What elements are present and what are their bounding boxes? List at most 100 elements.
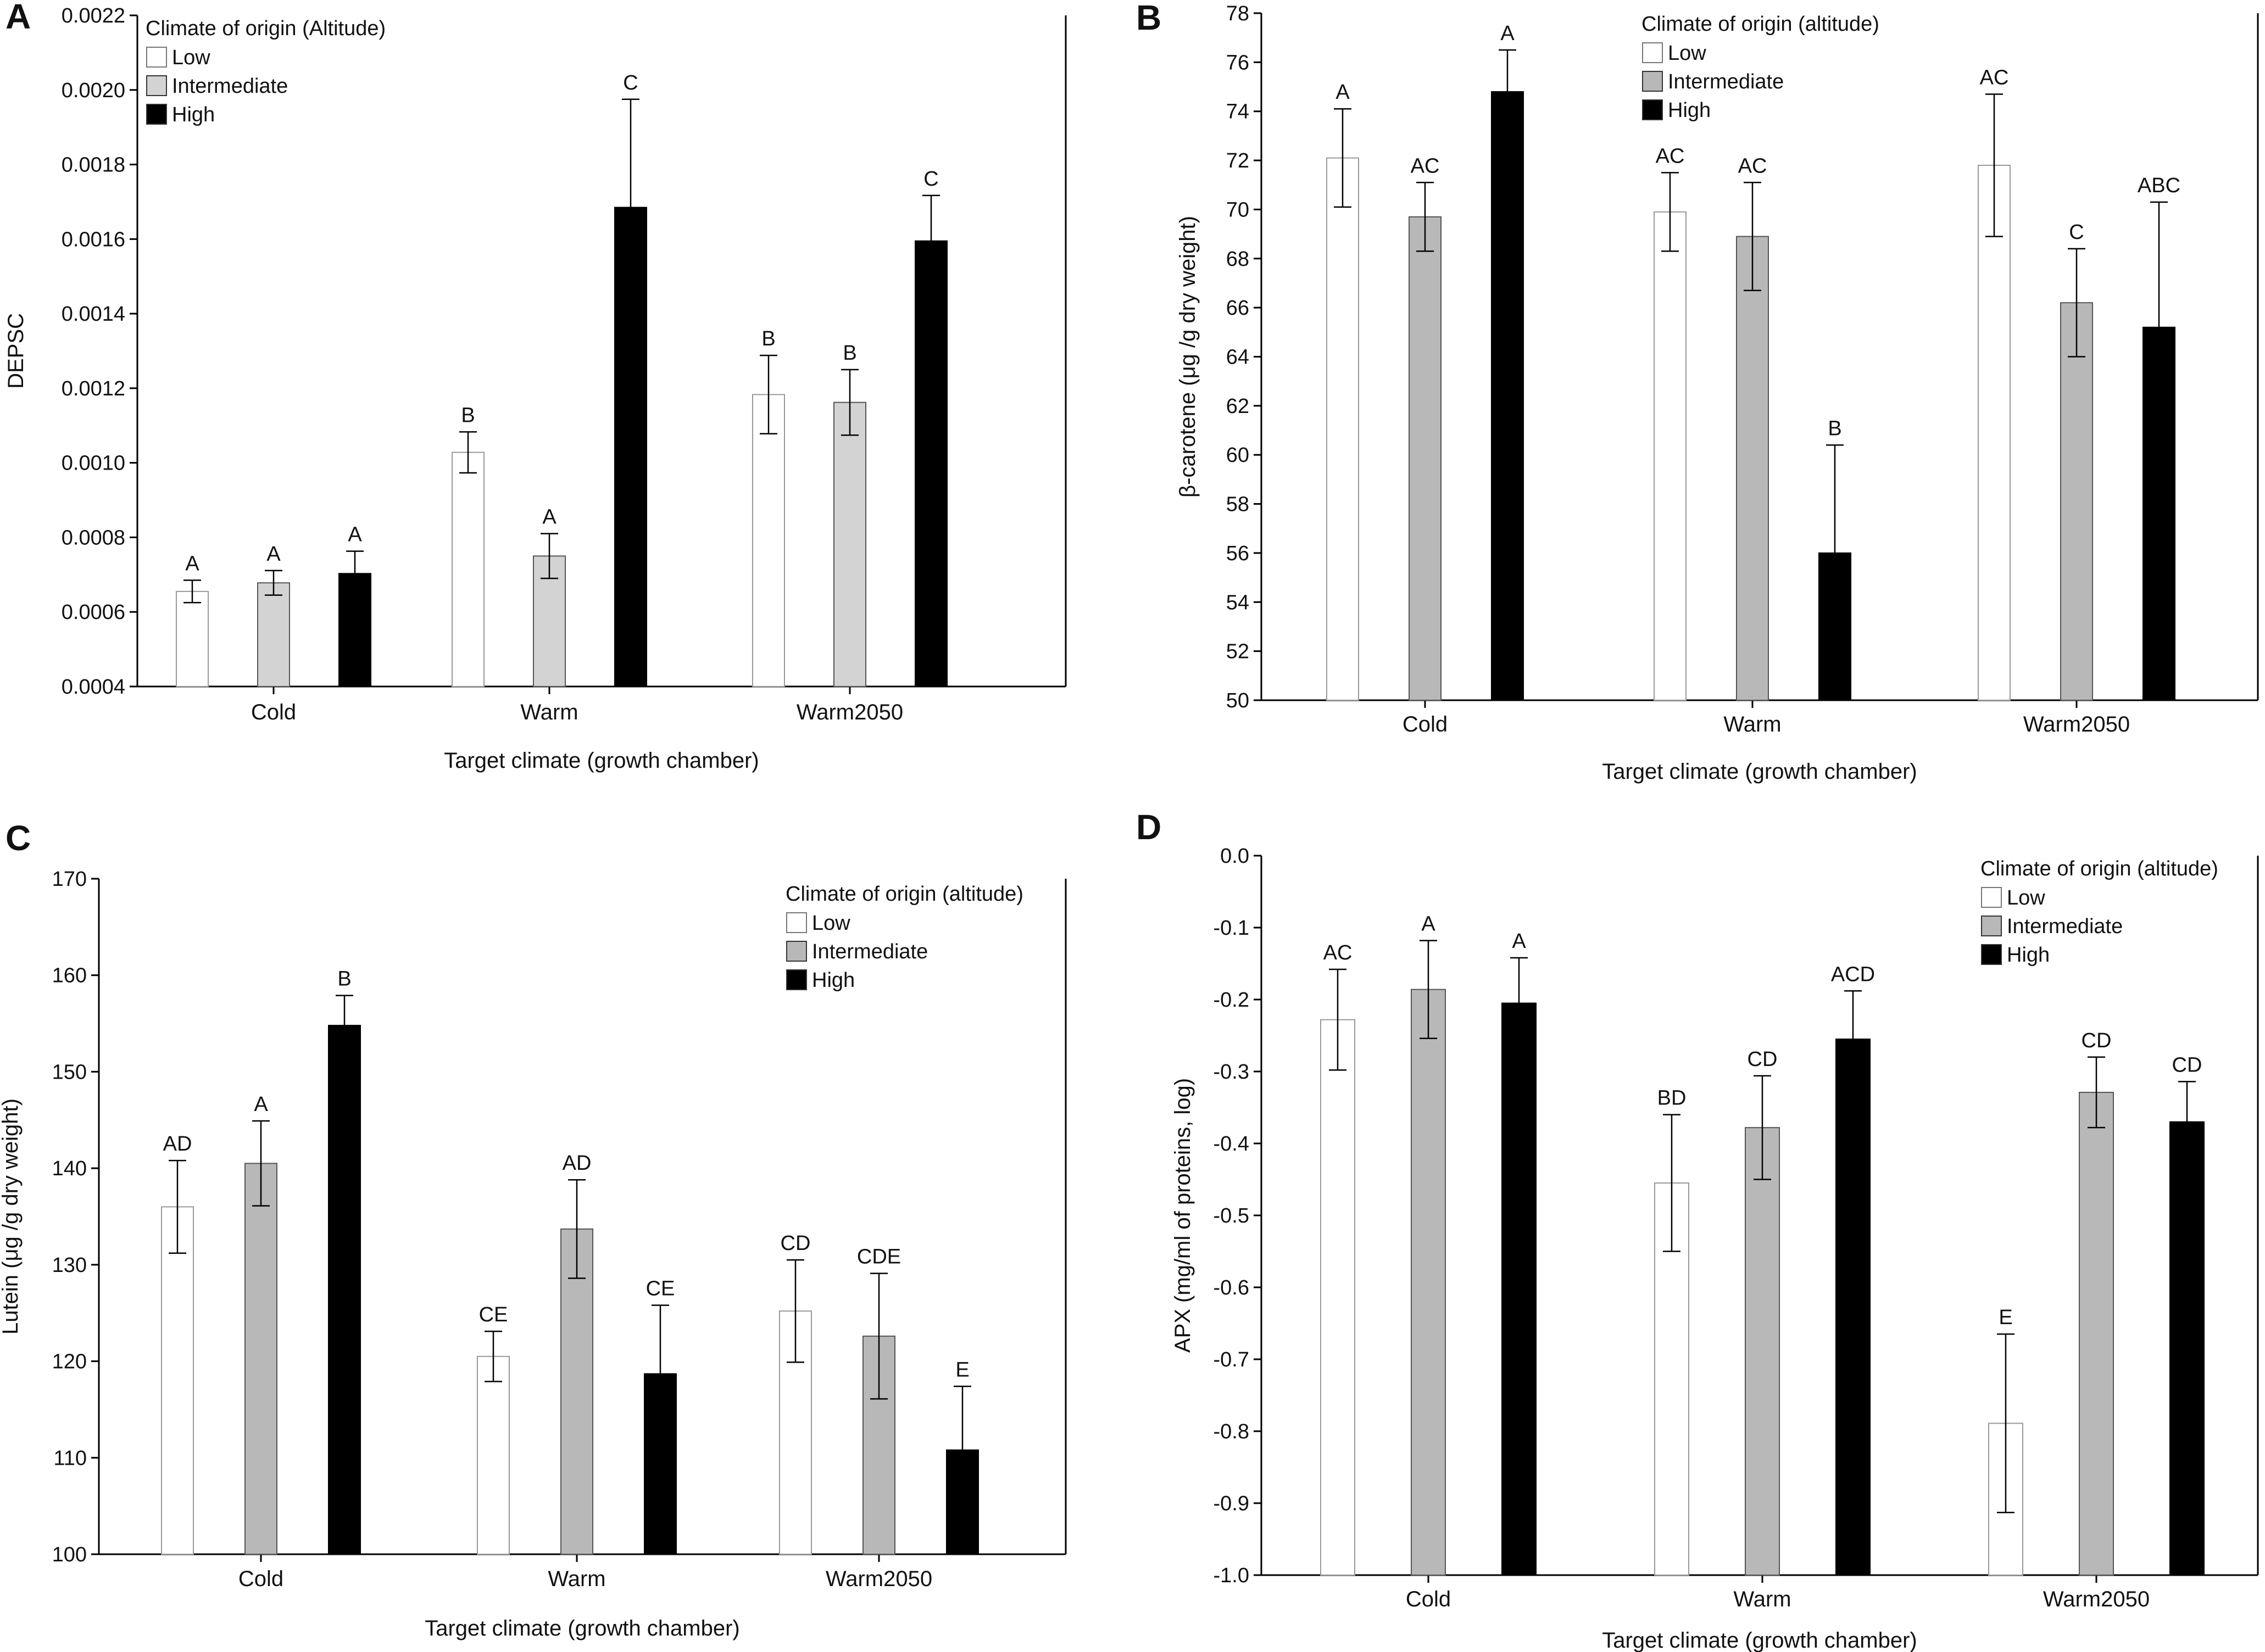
category-label: Warm2050 — [826, 1567, 932, 1591]
bar-low-cold — [1326, 157, 1359, 701]
legend: Climate of origin (Altitude) Low Intermedi… — [146, 17, 386, 126]
significance-label: CDE — [857, 1246, 901, 1269]
y-tick-label: 150 — [52, 1061, 87, 1084]
bar-low-warm2050 — [752, 394, 785, 687]
y-tick-label: -0.4 — [1214, 1132, 1249, 1156]
y-tick-label: -0.2 — [1214, 989, 1249, 1012]
legend-swatch-high — [146, 104, 167, 125]
bar-low-warm — [1654, 211, 1687, 701]
y-tick-label: 0.0014 — [62, 303, 125, 326]
significance-label: AC — [1656, 144, 1685, 168]
panel-letter-b: B — [1136, 0, 1161, 37]
y-tick-label: 54 — [1226, 591, 1249, 614]
x-axis-title: Target climate (growth chamber) — [425, 1616, 740, 1640]
legend-swatch-low — [1981, 887, 2002, 908]
y-tick-label: -1.0 — [1214, 1564, 1249, 1587]
significance-label: B — [843, 342, 856, 365]
legend-swatch-low — [786, 912, 807, 933]
significance-label: E — [955, 1358, 969, 1381]
significance-label: A — [542, 506, 556, 529]
bar-intermediate-warm — [560, 1228, 593, 1555]
y-tick-label: 50 — [1226, 689, 1249, 712]
legend-label-low: Low — [812, 912, 850, 935]
significance-label: A — [1512, 930, 1526, 953]
legend-swatch-low — [1642, 42, 1663, 63]
y-tick-label: 170 — [52, 868, 87, 891]
significance-label: C — [923, 168, 938, 191]
bar-low-warm — [477, 1355, 510, 1555]
significance-label: AC — [1738, 154, 1767, 177]
significance-label: CD — [2172, 1053, 2202, 1076]
legend-title: Climate of origin (altitude) — [786, 883, 1023, 906]
y-tick-label: -0.7 — [1214, 1348, 1249, 1371]
x-axis-title: Target climate (growth chamber) — [444, 749, 759, 773]
y-tick-label: 60 — [1226, 444, 1249, 467]
y-tick-label: 110 — [53, 1447, 87, 1470]
chart-panel-a: 0.0004 0.0006 0.0008 0.0010 0.0012 0.0014 0.00… — [4, 4, 1067, 773]
y-tick-label: 140 — [52, 1157, 87, 1180]
y-tick-label: 120 — [52, 1350, 87, 1374]
significance-label: A — [254, 1093, 268, 1116]
y-tick-label: 0.0010 — [62, 452, 125, 475]
legend-label-low: Low — [172, 46, 210, 69]
legend-label-intermediate: Intermediate — [1668, 70, 1784, 93]
panel-letter-c: C — [5, 818, 31, 858]
legend-label-high: High — [812, 969, 855, 992]
y-tick-label: 62 — [1226, 395, 1249, 418]
significance-label: E — [1999, 1306, 2012, 1329]
y-tick-label: 0.0018 — [62, 154, 125, 177]
category-label: Warm — [548, 1567, 605, 1591]
bar-low-warm2050 — [1978, 165, 2011, 701]
category-label: Warm2050 — [2043, 1587, 2150, 1611]
y-tick-label: 78 — [1226, 2, 1249, 25]
x-axis-title: Target climate (growth chamber) — [1602, 1628, 1917, 1652]
y-tick-label: 160 — [52, 964, 87, 987]
bar-intermediate-warm2050 — [2079, 1091, 2114, 1576]
y-tick-label: 0.0022 — [62, 4, 125, 27]
category-label: Warm2050 — [2023, 712, 2130, 736]
significance-label: A — [1335, 81, 1350, 104]
legend-label-low: Low — [1668, 42, 1706, 65]
bar-low-cold — [1320, 1019, 1355, 1576]
y-tick-label: 0.0008 — [62, 526, 125, 549]
bar-intermediate-warm — [1736, 236, 1769, 701]
x-axis-title: Target climate (growth chamber) — [1602, 760, 1917, 784]
legend-title: Climate of origin (Altitude) — [146, 17, 386, 40]
significance-label: BD — [1657, 1087, 1687, 1110]
chart-panel-b: 50 52 54 56 58 60 62 64 66 68 70 72 74 76 78 Cold Warm Wa… — [1176, 2, 2259, 784]
y-tick-label: 72 — [1226, 149, 1249, 172]
y-tick-label: 0.0016 — [62, 228, 125, 251]
chart-panel-c: 100 110 120 130 140 150 160 170 Cold Warm Warm2050… — [0, 868, 1067, 1640]
y-tick-label: 0.0 — [1220, 845, 1249, 868]
bar-intermediate-cold — [244, 1163, 277, 1555]
legend-swatch-intermediate — [146, 75, 167, 96]
y-axis-title: DEPSC — [4, 313, 28, 389]
significance-label: C — [2069, 221, 2084, 244]
y-tick-label: 74 — [1226, 101, 1249, 124]
category-label: Warm — [1733, 1587, 1791, 1611]
y-tick-label: -0.6 — [1214, 1276, 1249, 1299]
legend-label-high: High — [172, 103, 215, 126]
bar-high-cold — [328, 1025, 361, 1555]
legend-title: Climate of origin (altitude) — [1980, 857, 2218, 880]
category-label: Cold — [1403, 712, 1448, 736]
significance-label: AC — [1323, 941, 1353, 964]
significance-label: AD — [163, 1132, 192, 1156]
significance-label: AD — [563, 1152, 592, 1175]
bar-intermediate-warm — [1745, 1127, 1780, 1576]
bar-intermediate-warm2050 — [833, 401, 866, 687]
significance-label: A — [266, 543, 281, 566]
y-tick-label: -0.8 — [1214, 1420, 1249, 1443]
y-tick-label: 100 — [52, 1543, 87, 1566]
y-tick-label: 66 — [1226, 297, 1249, 320]
significance-label: B — [1828, 417, 1841, 440]
y-tick-label: -0.3 — [1214, 1061, 1249, 1084]
y-axis-title: Lutein (μg /g dry weight) — [0, 1098, 23, 1335]
y-tick-label: 76 — [1226, 51, 1249, 74]
legend-swatch-high — [786, 969, 807, 990]
legend-label-high: High — [1668, 99, 1711, 122]
y-tick-label: 68 — [1226, 248, 1249, 271]
significance-label: C — [623, 71, 638, 94]
significance-label: A — [348, 523, 362, 546]
